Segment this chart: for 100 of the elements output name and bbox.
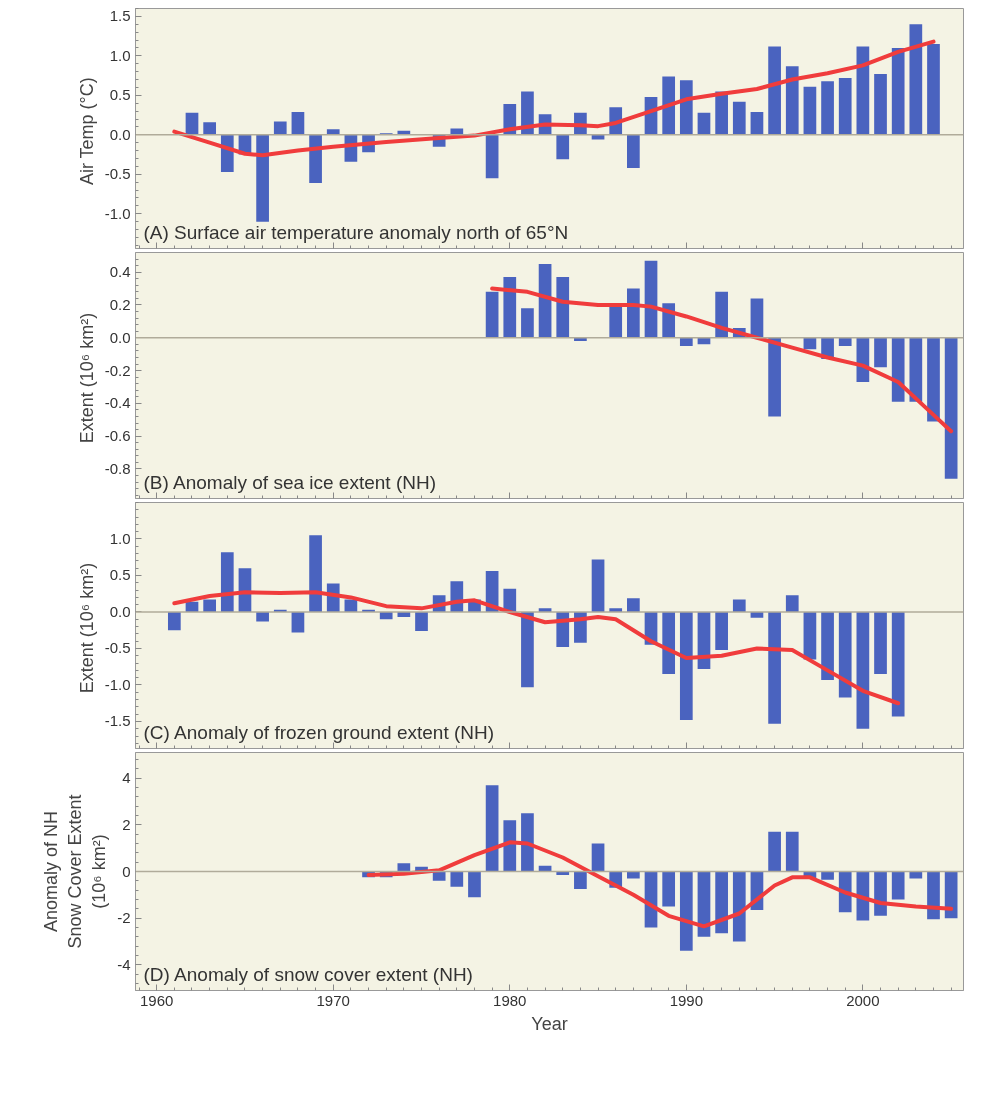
bar <box>627 598 640 612</box>
bar <box>485 134 499 179</box>
line-series <box>172 590 901 706</box>
y-axis-title: Anomaly of NH Snow Cover Extent (10⁶ km²) <box>41 794 110 949</box>
bar <box>556 134 570 160</box>
bar <box>750 298 764 338</box>
y-tick-label: 2 <box>122 815 131 833</box>
bar <box>521 813 534 872</box>
bar <box>856 46 870 135</box>
bar <box>291 111 305 135</box>
bar <box>415 612 428 631</box>
y-tick-label: 1.5 <box>109 7 131 25</box>
bar <box>167 612 181 631</box>
bar <box>503 277 517 338</box>
y-tick-label: 0.0 <box>109 328 131 346</box>
bar <box>874 74 887 135</box>
x-tick-label: 1960 <box>140 991 174 1009</box>
bar <box>768 612 781 724</box>
x-tick-label: 1990 <box>669 991 704 1009</box>
y-tick-label: -0.2 <box>104 361 131 379</box>
bar <box>909 871 923 879</box>
bar <box>927 871 940 920</box>
bar <box>768 337 781 417</box>
bar <box>732 871 746 942</box>
y-tick-label: -4 <box>117 955 131 973</box>
line-series <box>172 39 936 158</box>
bar <box>909 24 923 135</box>
bar <box>891 612 905 717</box>
bar <box>803 86 817 135</box>
y-tick-label: 0.0 <box>109 603 131 620</box>
bar <box>273 121 287 135</box>
y-tick-label: -0.4 <box>104 394 131 412</box>
annotation: (A) Surface air temperature anomaly north of 65°N <box>143 221 569 243</box>
bar <box>821 81 834 135</box>
y-tick-label: -0.5 <box>104 165 131 183</box>
y-tick-label: -0.6 <box>104 427 131 445</box>
bar <box>503 820 517 872</box>
bar <box>503 588 517 612</box>
bar <box>715 612 728 650</box>
bar <box>750 111 764 135</box>
bar <box>591 843 605 872</box>
line-series <box>490 286 954 434</box>
bar <box>679 612 693 721</box>
bar <box>485 291 499 338</box>
bar <box>874 871 887 916</box>
y-tick-label: -2 <box>117 909 131 927</box>
x-tick-label: 1970 <box>316 991 350 1009</box>
y-tick-label: 1.0 <box>109 46 131 64</box>
y-tick-label: 0.4 <box>109 263 131 281</box>
y-tick-label: 0.0 <box>109 125 131 143</box>
annotation: (C) Anomaly of frozen ground extent (NH) <box>143 721 495 743</box>
x-tick-label: 1980 <box>493 991 527 1009</box>
bar <box>768 46 781 135</box>
bar <box>521 612 534 688</box>
line-series <box>366 840 954 929</box>
bar <box>821 612 834 680</box>
x-tick-label: 2000 <box>846 991 880 1009</box>
y-tick-label: 0.5 <box>109 86 131 104</box>
y-tick-label: 0.2 <box>109 295 131 313</box>
x-axis-title: Year <box>531 1013 568 1034</box>
bar <box>556 277 570 338</box>
bar <box>468 871 481 898</box>
bar <box>944 337 958 479</box>
bar <box>591 559 605 612</box>
bar <box>203 599 216 612</box>
annotation: (B) Anomaly of sea ice extent (NH) <box>143 471 436 493</box>
y-tick-label: -0.5 <box>104 639 131 657</box>
y-axis-title: Extent (10⁶ km²) <box>76 312 97 444</box>
annotation: (D) Anomaly of snow cover extent (NH) <box>143 963 473 985</box>
bar <box>785 66 799 135</box>
bar <box>768 831 781 872</box>
y-tick-label: -1.0 <box>104 204 131 222</box>
bar <box>662 76 676 135</box>
bar <box>521 308 534 338</box>
y-tick-label: 1.0 <box>109 530 131 547</box>
bar <box>732 599 746 612</box>
bar <box>679 871 693 951</box>
bar <box>662 612 676 675</box>
bar <box>785 831 799 872</box>
bar <box>838 612 852 698</box>
bar <box>874 337 887 368</box>
bar <box>856 612 870 729</box>
bar <box>838 77 852 135</box>
y-axis-title: Air Temp (°C) <box>76 77 97 186</box>
bar <box>715 871 728 934</box>
bar <box>874 612 887 675</box>
y-tick-label: 0.5 <box>109 566 131 584</box>
bar <box>927 44 940 135</box>
bar <box>627 134 640 168</box>
y-tick-label: -1.5 <box>104 712 131 730</box>
bar <box>609 306 623 338</box>
bar <box>309 535 322 612</box>
y-tick-label: -1.0 <box>104 675 131 693</box>
bar <box>450 871 464 887</box>
bar <box>927 337 940 422</box>
bar <box>697 112 711 135</box>
bar <box>909 337 923 402</box>
bar <box>785 595 799 612</box>
bar <box>256 134 269 222</box>
bar <box>627 871 640 879</box>
